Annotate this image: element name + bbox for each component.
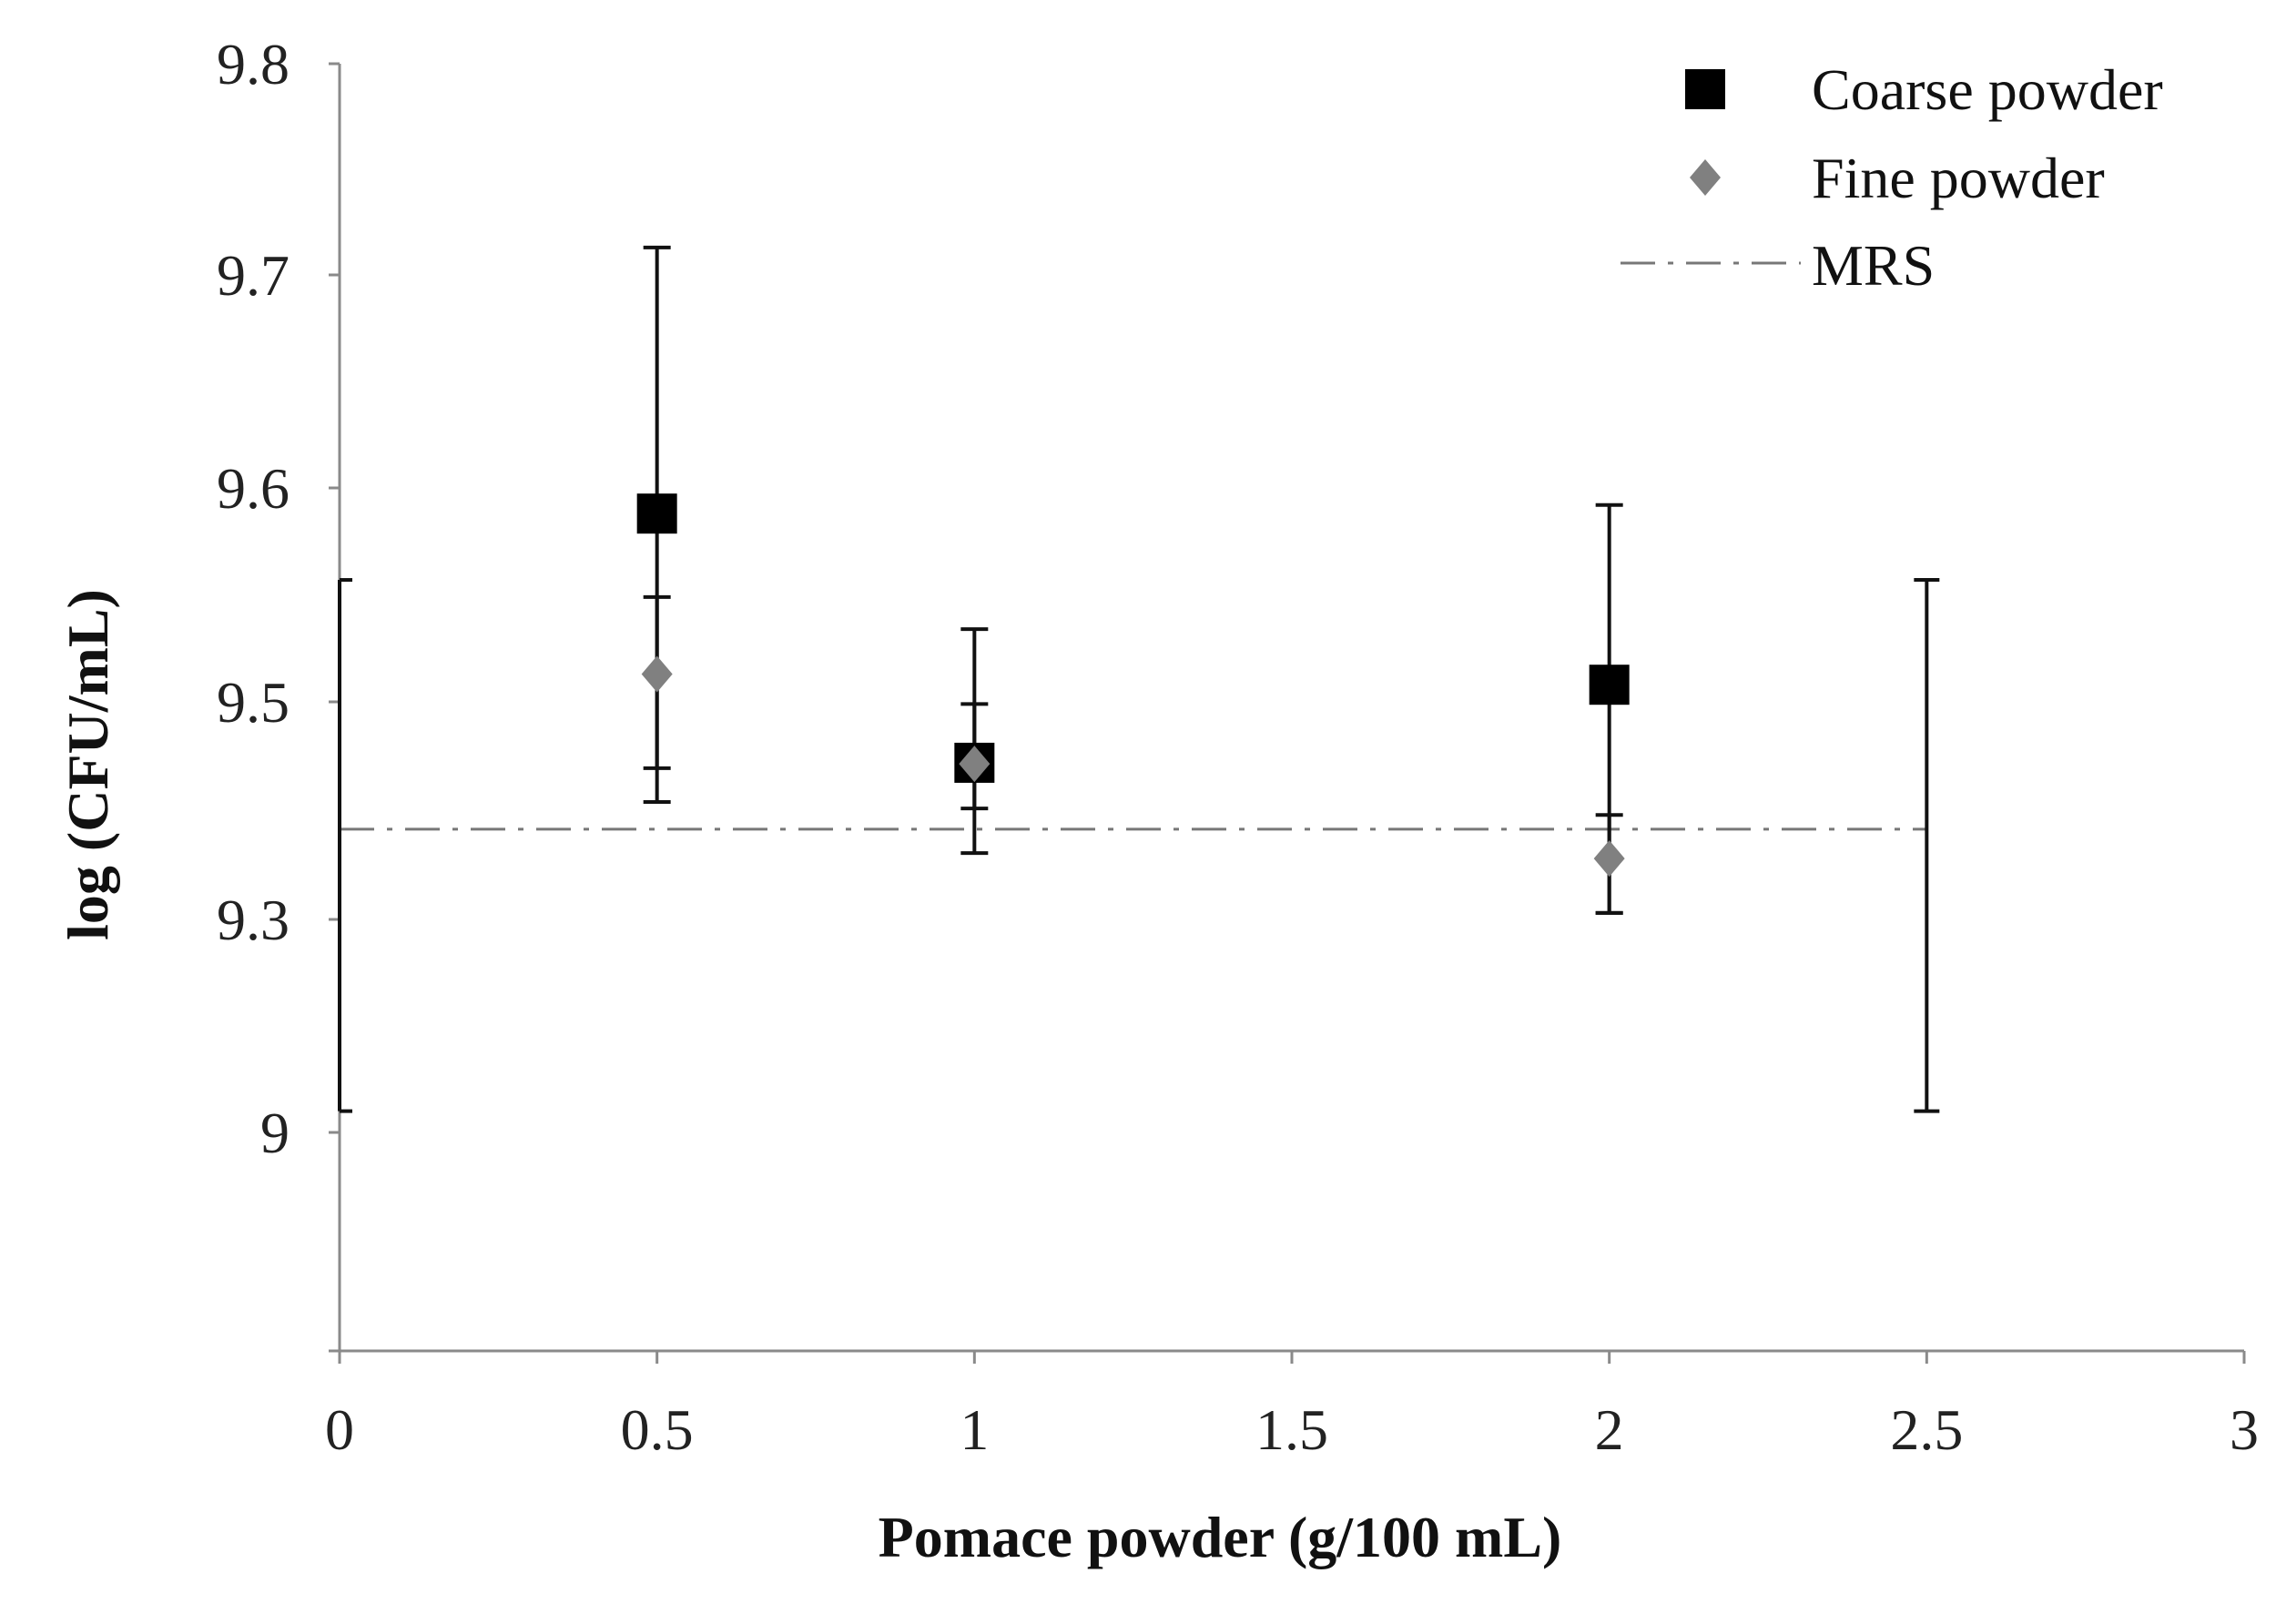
x-tick-label: 2 bbox=[1595, 1397, 1624, 1462]
y-tick-label: 9.3 bbox=[217, 888, 290, 952]
legend-symbol bbox=[1685, 69, 1725, 109]
mrs-error-bar bbox=[338, 578, 352, 1113]
legend-entry: MRS bbox=[1621, 233, 1935, 298]
legend-entry: Fine powder bbox=[1690, 146, 2105, 210]
y-tick-label: 9.7 bbox=[217, 243, 290, 308]
x-tick-label: 2.5 bbox=[1890, 1397, 1963, 1462]
mrs-error-bar bbox=[1914, 578, 1940, 1113]
x-tick-label: 3 bbox=[2230, 1397, 2259, 1462]
x-tick-label: 0 bbox=[325, 1397, 354, 1462]
y-tick-label: 9.6 bbox=[217, 456, 290, 521]
coarse-powder-point bbox=[636, 493, 677, 534]
fine-powder-point bbox=[641, 655, 673, 693]
mrs-reference bbox=[338, 578, 1940, 1113]
data-markers bbox=[636, 493, 1630, 878]
legend-label: Coarse powder bbox=[1812, 57, 2163, 122]
legend-symbol bbox=[1690, 159, 1721, 196]
coarse-powder-point bbox=[1589, 665, 1630, 705]
y-tick-label: 9.5 bbox=[217, 670, 290, 735]
error-bars bbox=[643, 245, 1623, 915]
y-axis-title: log (CFU/mL) bbox=[56, 589, 120, 940]
y-tick-label: 9.8 bbox=[217, 32, 290, 96]
legend-label: MRS bbox=[1812, 233, 1935, 298]
x-tick-label: 0.5 bbox=[621, 1397, 694, 1462]
y-tick-label: 9 bbox=[260, 1101, 290, 1165]
legend-label: Fine powder bbox=[1812, 146, 2105, 210]
x-tick-label: 1 bbox=[960, 1397, 989, 1462]
x-axis-title: Pomace powder (g/100 mL) bbox=[879, 1505, 1562, 1569]
legend-entry: Coarse powder bbox=[1685, 57, 2163, 122]
x-tick-label: 1.5 bbox=[1255, 1397, 1328, 1462]
legend: Coarse powder Fine powder MRS bbox=[1621, 57, 2163, 298]
axes: 9.8 9.7 9.6 9.5 9.3 9 0 0.5 1 1.5 2 2.5 3 bbox=[217, 32, 2259, 1462]
fine-powder-point bbox=[959, 746, 991, 783]
fine-powder-point bbox=[1593, 840, 1625, 878]
